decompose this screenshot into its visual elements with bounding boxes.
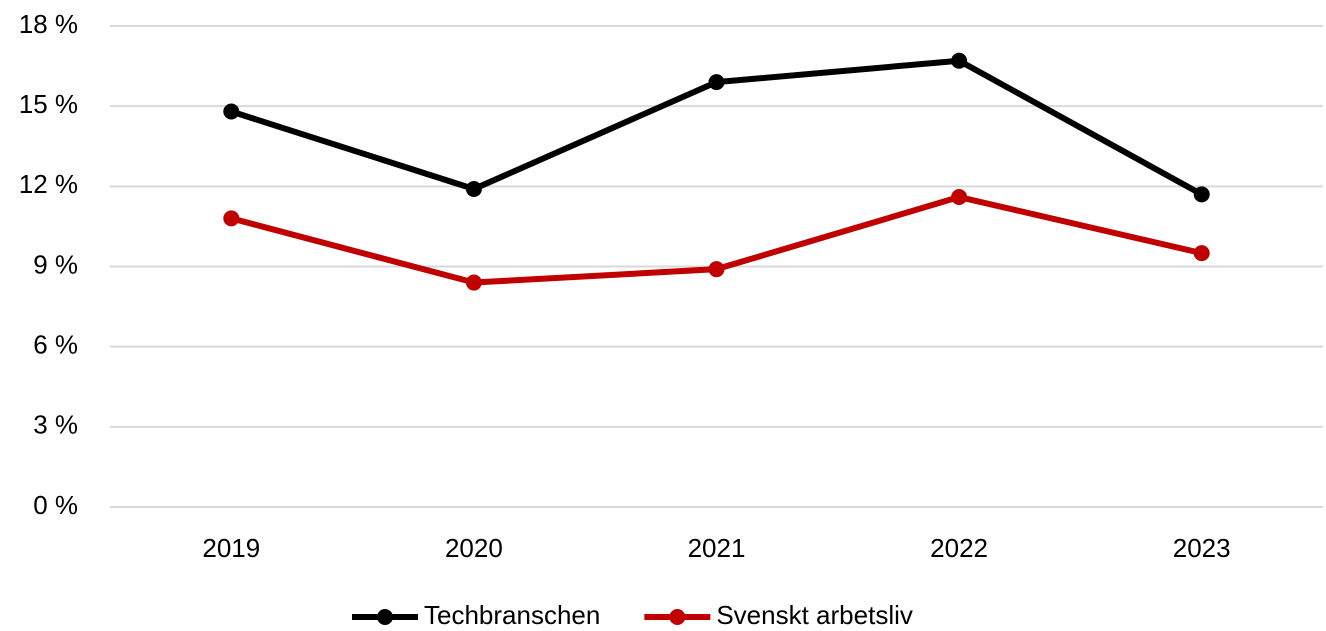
point xyxy=(223,210,240,227)
point xyxy=(951,52,968,69)
y-tick-label: 15 % xyxy=(19,89,78,119)
point xyxy=(708,261,725,278)
point xyxy=(223,103,240,120)
y-tick-label: 18 % xyxy=(19,9,78,39)
point xyxy=(1193,186,1210,203)
point xyxy=(1193,245,1210,262)
point xyxy=(465,181,482,198)
y-tick-label: 0 % xyxy=(33,490,78,520)
legend-marker xyxy=(377,609,393,625)
x-tick-label: 2019 xyxy=(202,533,260,563)
y-tick-label: 6 % xyxy=(33,330,78,360)
point xyxy=(465,274,482,291)
y-tick-label: 12 % xyxy=(19,169,78,199)
x-tick-label: 2022 xyxy=(930,533,988,563)
point xyxy=(951,189,968,206)
x-tick-label: 2020 xyxy=(445,533,503,563)
point xyxy=(708,74,725,91)
x-tick-label: 2021 xyxy=(688,533,746,563)
x-tick-label: 2023 xyxy=(1173,533,1231,563)
y-tick-label: 9 % xyxy=(33,249,78,279)
y-tick-label: 3 % xyxy=(33,410,78,440)
legend-label: Svenskt arbetsliv xyxy=(716,600,913,630)
legend-label: Techbranschen xyxy=(424,600,600,630)
legend-marker xyxy=(669,609,686,625)
